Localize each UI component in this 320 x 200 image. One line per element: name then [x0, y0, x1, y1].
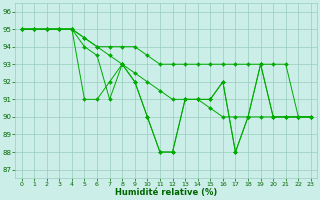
- X-axis label: Humidité relative (%): Humidité relative (%): [115, 188, 217, 197]
